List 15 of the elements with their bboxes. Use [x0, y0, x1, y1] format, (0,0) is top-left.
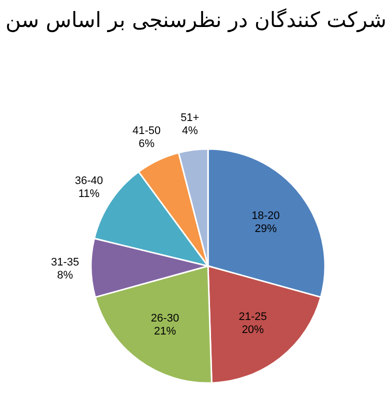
slice-label: 31-35	[50, 256, 80, 268]
data-label: 4%	[182, 125, 198, 138]
data-label: 20%	[242, 324, 264, 336]
data-label: 8%	[57, 269, 74, 282]
data-label: 6%	[138, 138, 155, 150]
slice-label: 26-30	[150, 312, 180, 324]
data-label: 21%	[154, 325, 176, 338]
slice-label: 41-50	[132, 124, 161, 137]
slice-label: 21-25	[238, 311, 267, 324]
slice-label: 18-20	[252, 210, 280, 222]
slice-label: 51+	[180, 112, 200, 124]
slice-label: 36-40	[74, 174, 104, 187]
chart-title: شرکت کنندگان در نظرسنجی بر اساس سن	[6, 8, 386, 33]
data-label: 11%	[78, 188, 100, 200]
data-label: 29%	[254, 223, 277, 236]
